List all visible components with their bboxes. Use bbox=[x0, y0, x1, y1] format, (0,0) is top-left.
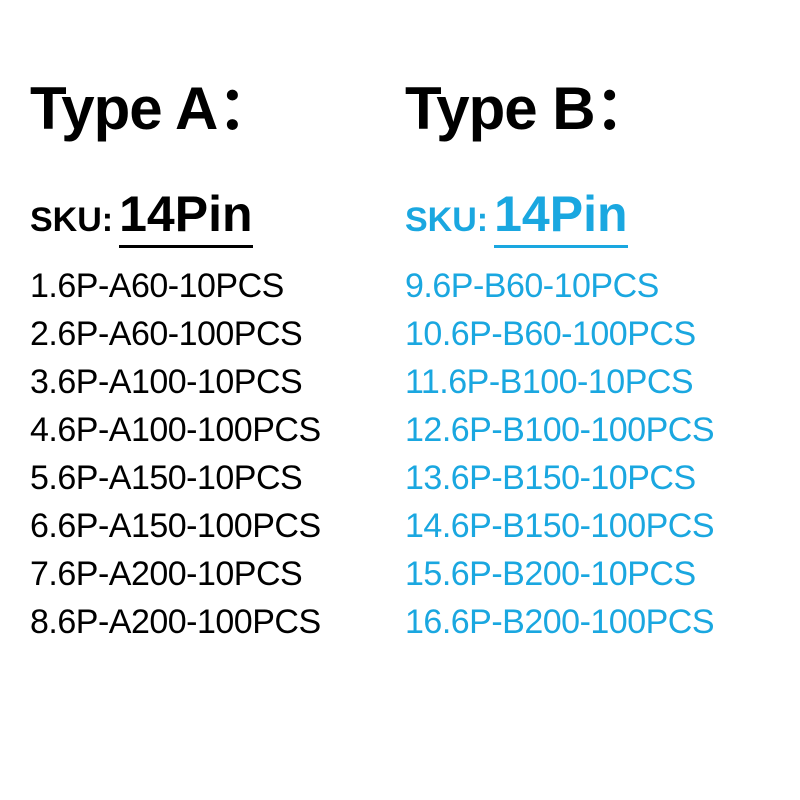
list-item: 2.6P-A60-100PCS bbox=[30, 310, 405, 358]
column-type-a: Type A： SKU: 14Pin 1.6P-A60-10PCS2.6P-A6… bbox=[30, 60, 405, 770]
column-type-b: Type B： SKU: 14Pin 9.6P-B60-10PCS10.6P-B… bbox=[405, 60, 780, 770]
list-item: 8.6P-A200-100PCS bbox=[30, 598, 405, 646]
list-item: 4.6P-A100-100PCS bbox=[30, 406, 405, 454]
type-b-header: Type B： bbox=[405, 60, 780, 147]
list-item: 15.6P-B200-10PCS bbox=[405, 550, 780, 598]
sku-value-a: 14Pin bbox=[119, 185, 252, 248]
list-item: 12.6P-B100-100PCS bbox=[405, 406, 780, 454]
sku-row-a: SKU: 14Pin bbox=[30, 185, 405, 248]
sku-two-column-layout: Type A： SKU: 14Pin 1.6P-A60-10PCS2.6P-A6… bbox=[0, 0, 800, 800]
sku-list-b: 9.6P-B60-10PCS10.6P-B60-100PCS11.6P-B100… bbox=[405, 262, 780, 646]
list-item: 9.6P-B60-10PCS bbox=[405, 262, 780, 310]
list-item: 5.6P-A150-10PCS bbox=[30, 454, 405, 502]
list-item: 13.6P-B150-10PCS bbox=[405, 454, 780, 502]
sku-value-b: 14Pin bbox=[494, 185, 627, 248]
sku-list-a: 1.6P-A60-10PCS2.6P-A60-100PCS3.6P-A100-1… bbox=[30, 262, 405, 646]
list-item: 6.6P-A150-100PCS bbox=[30, 502, 405, 550]
list-item: 3.6P-A100-10PCS bbox=[30, 358, 405, 406]
list-item: 16.6P-B200-100PCS bbox=[405, 598, 780, 646]
list-item: 7.6P-A200-10PCS bbox=[30, 550, 405, 598]
list-item: 10.6P-B60-100PCS bbox=[405, 310, 780, 358]
sku-label-b: SKU: bbox=[405, 201, 488, 240]
type-a-header: Type A： bbox=[30, 60, 405, 147]
list-item: 14.6P-B150-100PCS bbox=[405, 502, 780, 550]
sku-row-b: SKU: 14Pin bbox=[405, 185, 780, 248]
sku-label-a: SKU: bbox=[30, 201, 113, 240]
list-item: 1.6P-A60-10PCS bbox=[30, 262, 405, 310]
list-item: 11.6P-B100-10PCS bbox=[405, 358, 780, 406]
